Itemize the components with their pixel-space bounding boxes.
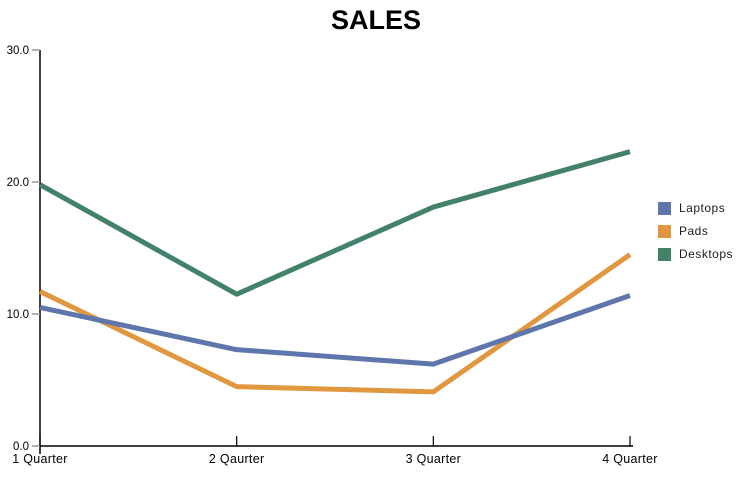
series-line-laptops xyxy=(39,293,631,367)
legend-label: Desktops xyxy=(679,247,734,261)
x-category-label: 4 Quarter xyxy=(602,452,658,466)
legend-swatch-icon xyxy=(658,201,671,215)
y-tick-label: 10.0 xyxy=(7,309,29,321)
series-line-pads xyxy=(38,252,632,395)
legend-item-laptops: Laptops xyxy=(658,201,733,215)
legend-swatch-icon xyxy=(658,224,671,238)
legend-label: Pads xyxy=(679,224,709,238)
x-category-label: 3 Quarter xyxy=(406,452,462,466)
x-category-label: 1 Quarter xyxy=(12,452,68,466)
y-tick-label: 0.0 xyxy=(13,441,29,453)
chart-title: SALES xyxy=(330,5,422,35)
legend-item-desktops: Desktops xyxy=(658,247,733,261)
legend-item-pads: Pads xyxy=(658,224,733,238)
y-tick-label: 20.0 xyxy=(7,177,29,189)
legend-swatch-icon xyxy=(658,247,671,261)
series-line-desktops xyxy=(38,149,631,297)
legend: Laptops Pads Desktops xyxy=(658,201,733,261)
y-tick-label: 30.0 xyxy=(7,45,29,57)
legend-label: Laptops xyxy=(679,201,726,215)
x-category-label: 2 Qaurter xyxy=(209,452,265,466)
